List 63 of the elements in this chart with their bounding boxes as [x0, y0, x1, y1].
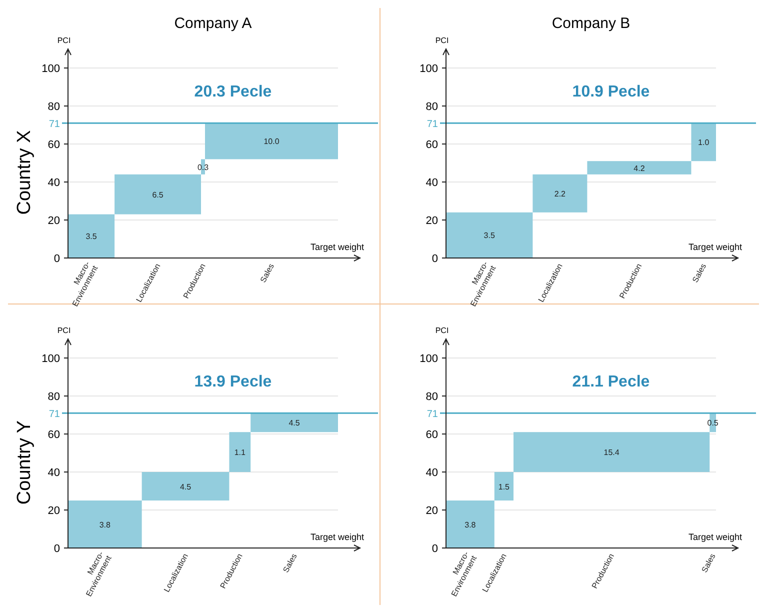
annotation: 21.1 Pecle [572, 374, 650, 390]
annotation: 3.8 [464, 520, 476, 530]
annotation: 4.5 [180, 482, 192, 492]
annotation: 0.3 [197, 162, 210, 172]
y-tick-label: 40 [426, 467, 438, 479]
y-tick-label: 100 [420, 63, 438, 75]
annotation: 13.9 Pecle [194, 374, 272, 390]
y-tick-label: 20 [48, 505, 60, 517]
y-tick-label: 100 [42, 353, 60, 365]
x-tick-label: Sales [281, 552, 299, 574]
ref-line-label: 71 [426, 119, 438, 130]
y-axis-title: PCI [435, 36, 449, 45]
y-tick-label: 40 [48, 467, 60, 479]
y-tick-label: 40 [426, 177, 438, 189]
y-axis-title: PCI [57, 36, 71, 45]
y-tick-label: 80 [426, 101, 438, 113]
annotation: 4.5 [288, 418, 300, 428]
annotation: 4.2 [634, 164, 646, 173]
y-axis-title: PCI [57, 326, 71, 335]
annotation: 1.5 [498, 482, 510, 492]
annotation: 15.4 [604, 448, 620, 458]
y-tick-label: 60 [48, 139, 60, 151]
y-tick-label: 60 [48, 429, 60, 441]
text: Country X [14, 130, 35, 215]
x-axis-title: Target weight [310, 242, 364, 252]
chart-title: Company A [174, 15, 252, 32]
chart-title: Company B [552, 15, 630, 32]
x-axis-title: Target weight [310, 532, 364, 542]
annotation: 1.0 [698, 138, 710, 148]
annotation: 2.2 [554, 189, 566, 198]
annotation: 20.3 Pecle [194, 84, 272, 100]
y-tick-label: 20 [426, 505, 438, 517]
y-tick-label: 0 [54, 543, 60, 555]
x-tick-label: Sales [700, 552, 718, 574]
y-tick-label: 80 [48, 101, 60, 113]
annotation: 10.0 [264, 137, 280, 146]
y-tick-label: 20 [48, 215, 60, 227]
text: Country Y [14, 420, 35, 505]
y-tick-label: 100 [42, 63, 60, 75]
x-axis-title: Target weight [688, 532, 742, 542]
y-tick-label: 0 [432, 253, 438, 265]
x-tick-label: Sales [690, 262, 708, 284]
y-tick-label: 60 [426, 429, 438, 441]
y-axis-title: PCI [435, 326, 449, 335]
ref-line-label: 71 [48, 409, 60, 420]
annotation: 3.5 [86, 232, 98, 242]
y-tick-label: 0 [54, 253, 60, 265]
x-tick-label: Sales [258, 262, 276, 284]
ref-line-label: 71 [48, 119, 60, 130]
y-tick-label: 80 [426, 391, 438, 403]
annotation: 6.5 [152, 190, 164, 200]
y-tick-label: 100 [420, 353, 438, 365]
y-tick-label: 0 [432, 543, 438, 555]
annotation: 10.9 Pecle [572, 84, 650, 100]
annotation: 3.8 [99, 520, 112, 530]
x-axis-title: Target weight [688, 242, 742, 252]
annotation: 1.1 [234, 448, 246, 458]
y-tick-label: 60 [426, 139, 438, 151]
y-tick-label: 20 [426, 215, 438, 227]
y-tick-label: 80 [48, 391, 60, 403]
ref-line-label: 71 [426, 409, 438, 420]
y-tick-label: 40 [48, 177, 60, 189]
annotation: 3.5 [484, 231, 496, 240]
